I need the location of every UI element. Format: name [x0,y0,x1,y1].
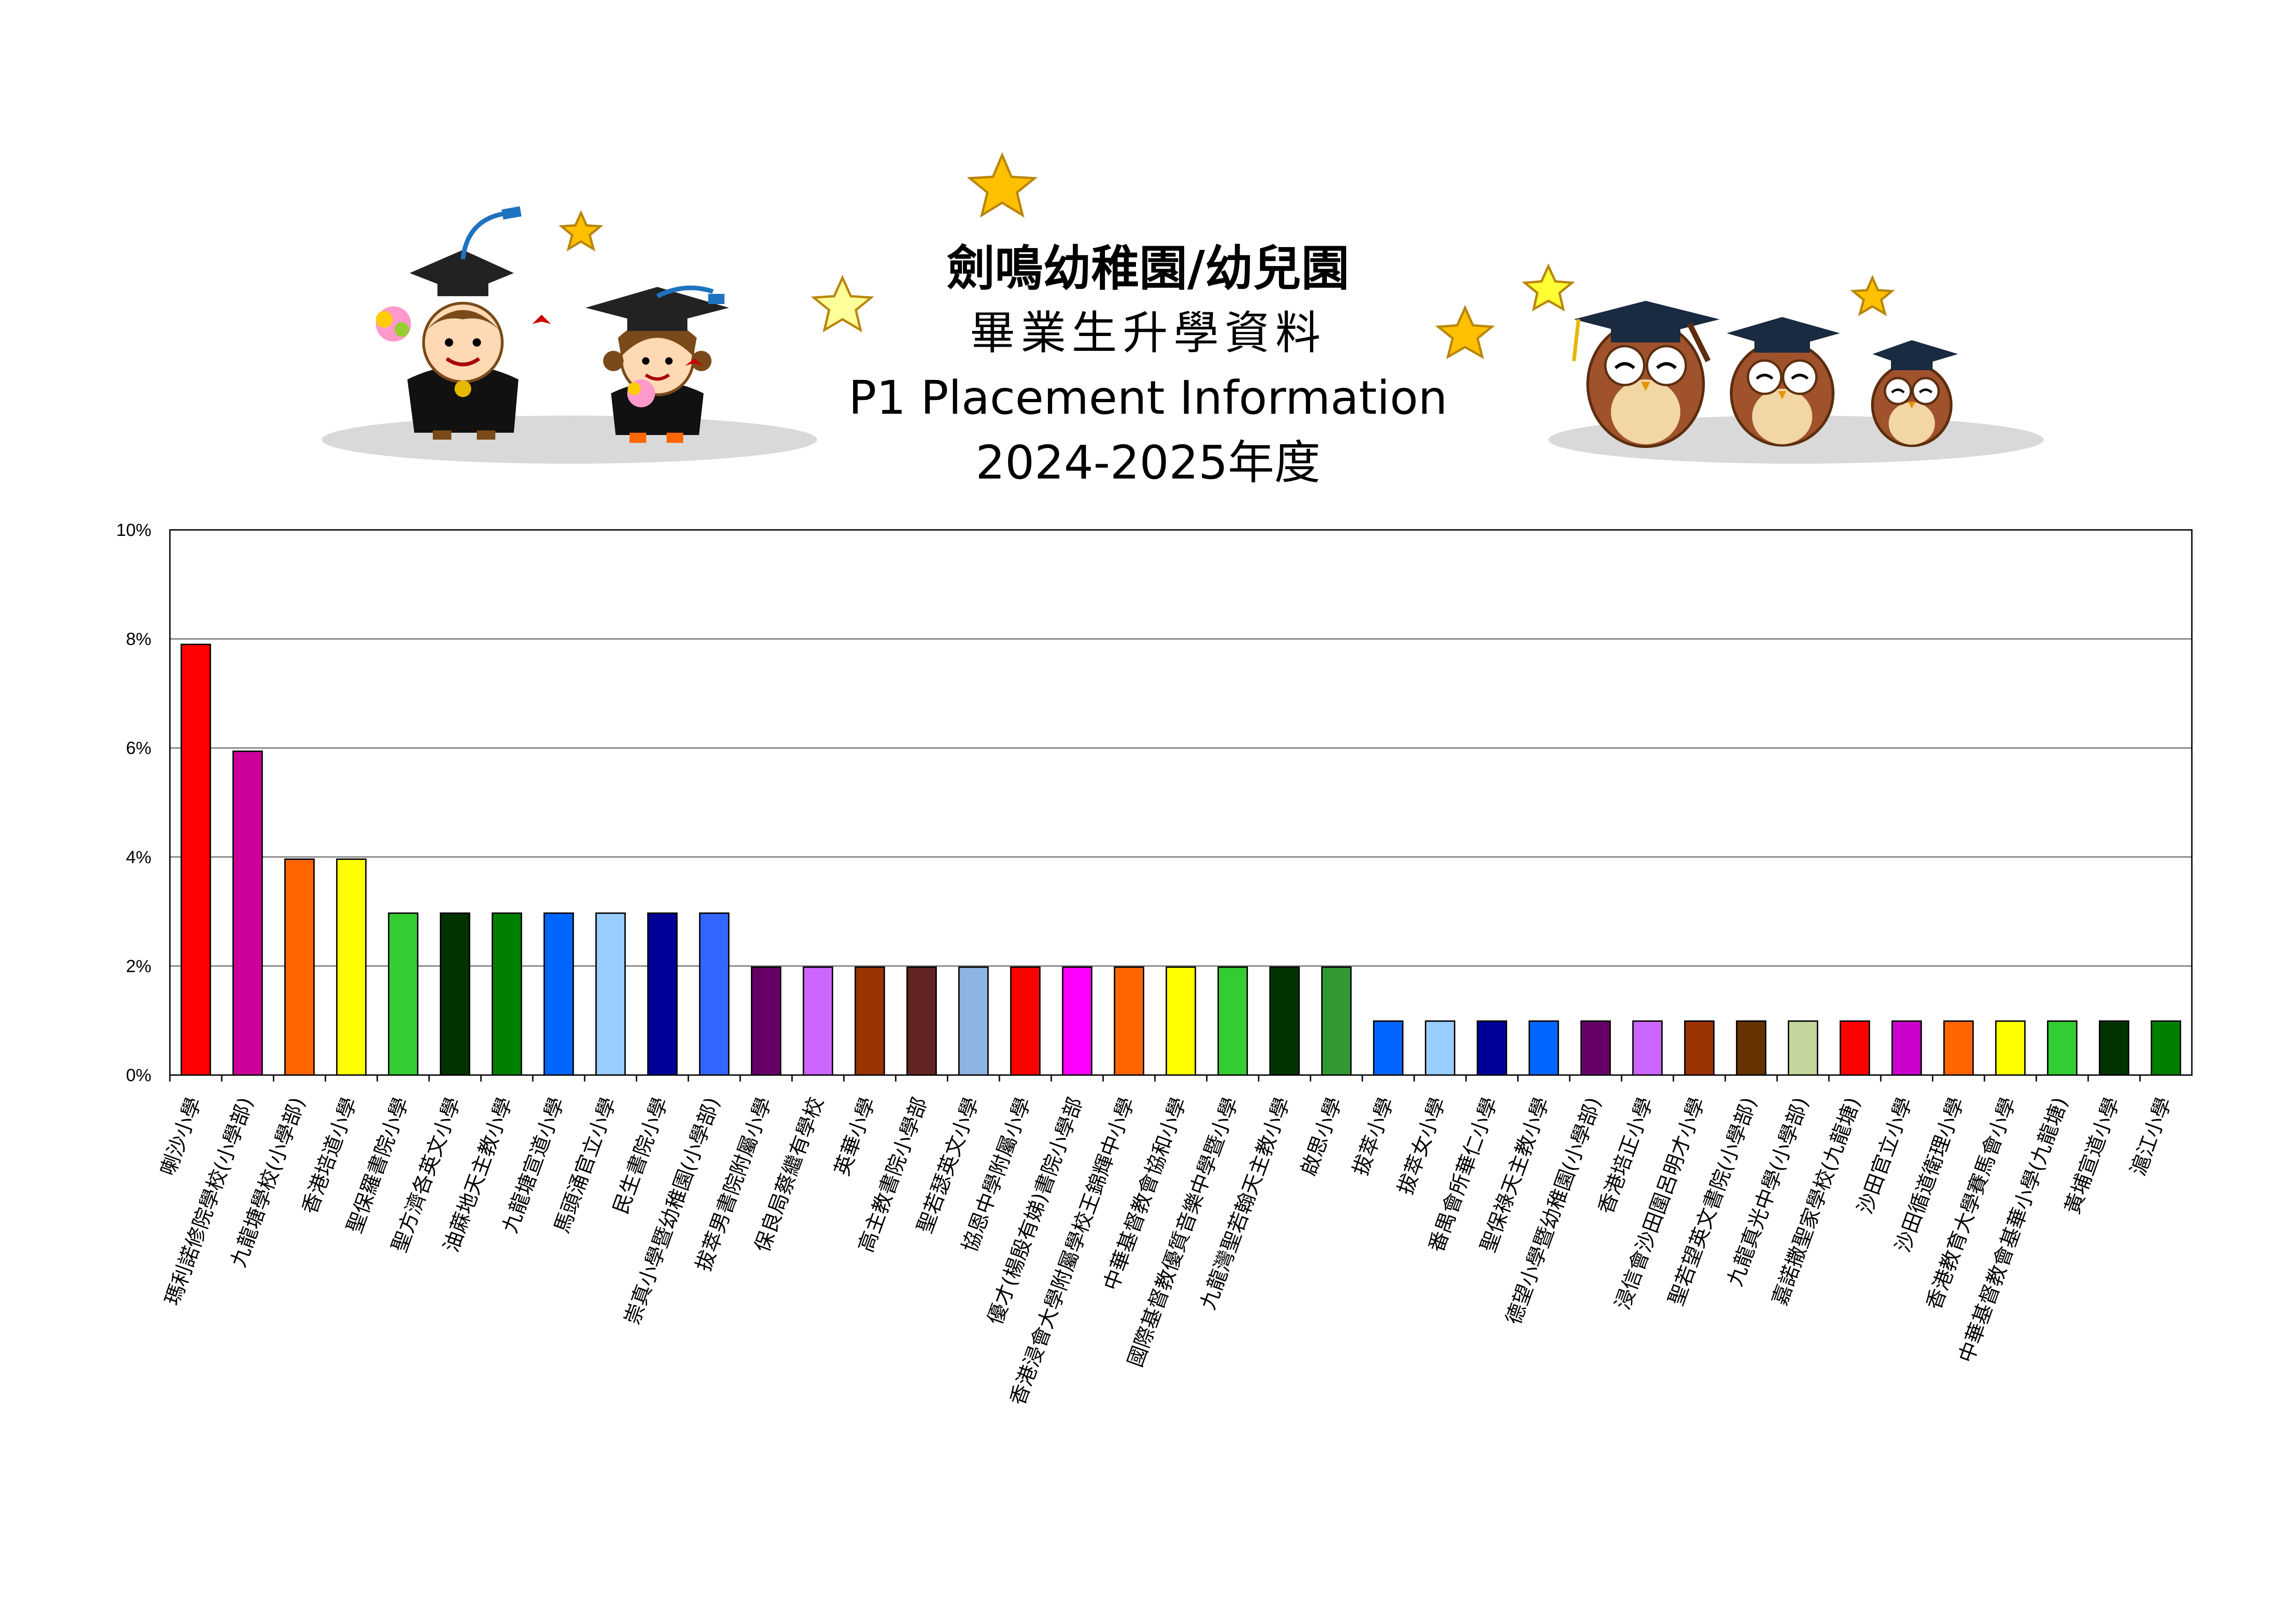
graduate-owls-icon [1572,301,1958,448]
x-tick-label: 啟思小學 [1297,1094,1347,1179]
bar [906,966,937,1076]
bar [1373,1020,1404,1076]
bar [2151,1020,2181,1076]
bar [2047,1020,2078,1076]
y-tick-label: 4% [126,848,151,867]
x-tick-label: 滬江小學 [2126,1094,2176,1179]
title-block: 劍鳴幼稚園/幼兒園 畢業生升學資料 P1 Placement Informati… [731,236,1565,495]
bar [751,966,781,1076]
x-tick-label: 沙田官立小學 [1853,1094,1917,1217]
bar [1321,966,1352,1076]
bar [699,912,730,1076]
x-tick-label: 英華小學 [830,1094,880,1179]
x-axis: 喇沙小學瑪利諾修院學校(小學部)九龍塘學校(小學部)香港培道小學聖保羅書院小學聖… [156,1075,2176,1408]
graduate-children-icon [376,206,729,443]
bar [1684,1020,1715,1076]
bar [1425,1020,1455,1076]
bar [2099,1020,2129,1076]
y-tick-label: 2% [126,957,151,976]
bar [1580,1020,1611,1076]
x-tick-label: 崇真小學暨幼稚園(小學部) [620,1094,724,1328]
y-tick-label: 0% [126,1066,151,1085]
decoration-layer [322,152,2044,464]
bar [1736,1020,1766,1076]
bar [595,912,626,1076]
subtitle-en: P1 Placement Information [849,371,1447,425]
bar [543,912,574,1076]
y-tick-label: 10% [116,521,151,540]
bar [1840,1020,1870,1076]
academic-year: 2024-2025年度 [975,435,1321,490]
star-icon [558,152,1895,360]
bar [803,966,833,1076]
bar [958,966,989,1076]
bar [232,750,263,1076]
bar [855,966,885,1076]
x-tick-label: 民生書院小學 [609,1094,673,1217]
bar [1943,1020,1974,1076]
subtitle-zh: 畢業生升學資料 [969,307,1326,360]
bar [1166,966,1196,1076]
bar [1269,966,1300,1076]
x-tick-label: 黃埔宣道小學 [2060,1094,2124,1217]
bar [492,912,522,1076]
bar [1632,1020,1663,1076]
bar [336,858,367,1076]
bar [1891,1020,1922,1076]
bar [1114,966,1144,1076]
x-tick-label: 香港培正小學 [1594,1094,1658,1217]
bar [1995,1020,2026,1076]
x-tick-label: 德望小學暨幼稚園(小學部) [1502,1094,1606,1328]
x-tick-label: 拔萃女小學 [1393,1094,1450,1198]
bar [1062,966,1092,1076]
bar [1788,1020,1818,1076]
x-tick-label: 拔萃小學 [1348,1094,1398,1179]
bar [1010,966,1041,1076]
bar [388,912,418,1076]
bar [181,643,211,1076]
bar [647,912,678,1076]
y-tick-label: 8% [126,630,151,649]
bars [181,643,2181,1076]
bar [1217,966,1248,1076]
x-tick-label: 香港培道小學 [298,1094,362,1217]
y-tick-label: 6% [126,739,151,758]
x-tick-label: 優才(楊殷有娣)書院小學部 [983,1094,1087,1328]
bar [440,912,470,1076]
school-name: 劍鳴幼稚園/幼兒園 [947,240,1349,297]
y-axis: 0% 2% 4% 6% 8% 10% [116,521,151,1085]
x-tick-label: 喇沙小學 [156,1094,206,1179]
bar [284,858,315,1076]
bar [1477,1020,1507,1076]
bar [1529,1020,1559,1076]
